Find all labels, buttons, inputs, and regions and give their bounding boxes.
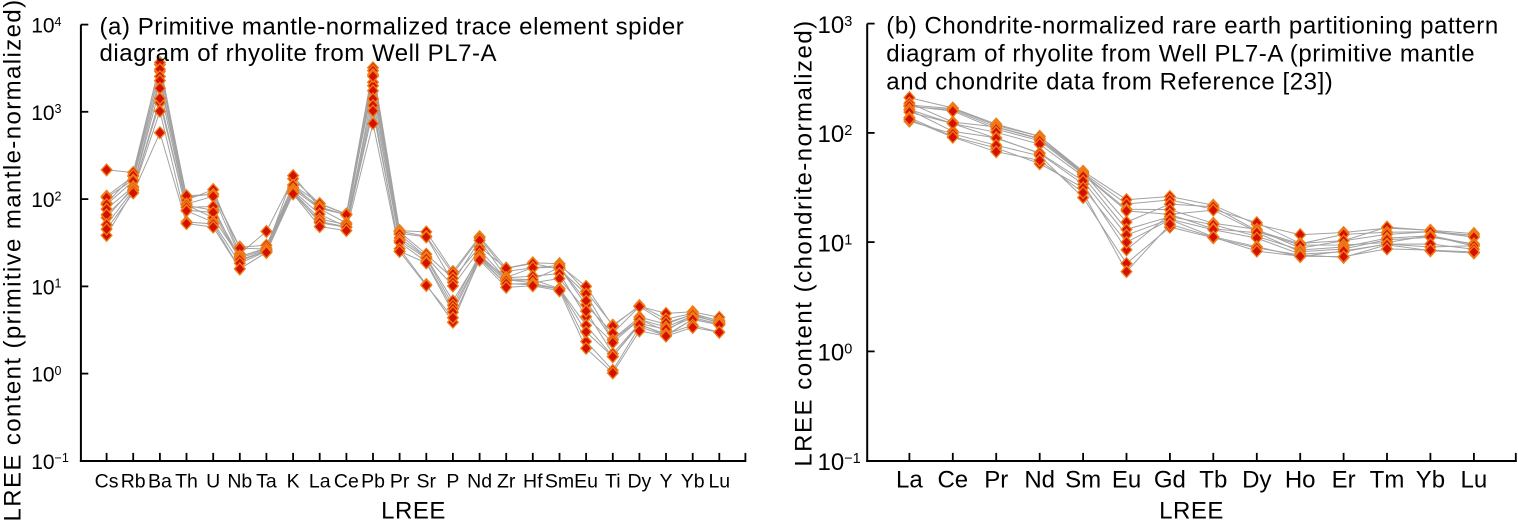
svg-text:Ti: Ti xyxy=(605,471,621,493)
svg-text:Ce: Ce xyxy=(334,471,359,493)
svg-text:Th: Th xyxy=(175,471,198,493)
svg-text:Tb: Tb xyxy=(1199,467,1227,494)
svg-text:100: 100 xyxy=(818,340,853,367)
svg-text:Nd: Nd xyxy=(467,471,492,493)
svg-text:Ce: Ce xyxy=(937,467,968,494)
svg-text:Tm: Tm xyxy=(1370,467,1405,494)
svg-text:10−1: 10−1 xyxy=(31,451,69,474)
svg-text:diagram of rhyolite from Well: diagram of rhyolite from Well PL7-A (pri… xyxy=(886,41,1475,68)
svg-text:(b) Chondrite-normalized rare: (b) Chondrite-normalized rare earth part… xyxy=(886,12,1498,39)
svg-text:Lu: Lu xyxy=(1461,467,1488,494)
svg-text:101: 101 xyxy=(31,276,61,299)
svg-text:Yb: Yb xyxy=(1416,467,1445,494)
svg-text:103: 103 xyxy=(31,102,61,125)
svg-text:K: K xyxy=(287,471,300,493)
svg-text:LREE: LREE xyxy=(1159,498,1224,525)
svg-text:Eu: Eu xyxy=(574,471,598,493)
svg-text:La: La xyxy=(896,467,923,494)
svg-text:Nd: Nd xyxy=(1024,467,1055,494)
svg-text:Eu: Eu xyxy=(1112,467,1141,494)
svg-text:10−1: 10−1 xyxy=(818,449,861,476)
svg-text:LREE content (chondrite-normal: LREE content (chondrite-normalized) xyxy=(791,19,818,466)
svg-text:Cs: Cs xyxy=(95,471,119,493)
svg-text:Sm: Sm xyxy=(545,471,574,493)
svg-text:Y: Y xyxy=(659,471,672,493)
svg-text:Pb: Pb xyxy=(361,471,385,493)
svg-text:100: 100 xyxy=(31,364,61,387)
svg-text:Er: Er xyxy=(1332,467,1356,494)
svg-text:Yb: Yb xyxy=(681,471,705,493)
svg-text:Nb: Nb xyxy=(227,471,252,493)
svg-text:Sm: Sm xyxy=(1065,467,1101,494)
svg-text:Lu: Lu xyxy=(708,471,730,493)
svg-text:LREE content (primitive mantle: LREE content (primitive mantle-normalize… xyxy=(0,0,27,521)
svg-text:101: 101 xyxy=(818,230,853,257)
svg-text:diagram of rhyolite from Well: diagram of rhyolite from Well PL7-A xyxy=(100,40,498,67)
svg-text:104: 104 xyxy=(31,15,61,38)
svg-text:102: 102 xyxy=(31,189,61,212)
svg-text:Ho: Ho xyxy=(1285,467,1316,494)
svg-text:Rb: Rb xyxy=(121,471,146,493)
svg-text:LREE: LREE xyxy=(381,498,446,525)
svg-text:and chondrite data from Refere: and chondrite data from Reference [23]) xyxy=(886,68,1333,95)
svg-text:102: 102 xyxy=(818,121,853,148)
svg-text:Zr: Zr xyxy=(497,471,516,493)
svg-text:Pr: Pr xyxy=(390,471,410,493)
svg-text:Gd: Gd xyxy=(1154,467,1186,494)
svg-text:103: 103 xyxy=(818,12,853,39)
svg-text:Dy: Dy xyxy=(627,471,651,493)
svg-text:P: P xyxy=(446,471,459,493)
svg-text:(a) Primitive mantle-normalize: (a) Primitive mantle-normalized trace el… xyxy=(100,13,685,40)
svg-text:Ta: Ta xyxy=(256,471,277,493)
svg-text:Pr: Pr xyxy=(984,467,1008,494)
svg-text:Sr: Sr xyxy=(417,471,437,493)
svg-text:Dy: Dy xyxy=(1242,467,1271,494)
svg-text:Ba: Ba xyxy=(148,471,172,493)
svg-text:U: U xyxy=(206,471,220,493)
svg-text:Hf: Hf xyxy=(523,471,543,493)
svg-text:La: La xyxy=(309,471,331,493)
